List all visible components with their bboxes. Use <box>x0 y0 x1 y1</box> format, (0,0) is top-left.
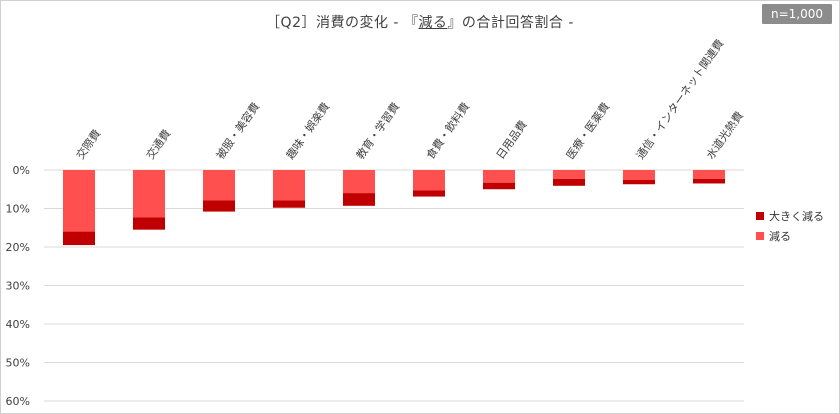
bar-segment-decrease <box>693 170 725 179</box>
sample-size-badge: n=1,000 <box>761 4 832 24</box>
y-tick-label: 40% <box>6 318 30 331</box>
chart-title: ［Q2］消費の変化 - 『減る』の合計回答割合 - <box>0 12 840 32</box>
x-category-label: 日用品費 <box>493 118 530 162</box>
bar-segment-greatly-decrease <box>203 200 235 212</box>
bar-segment-greatly-decrease <box>343 193 375 206</box>
x-category-label: 水道光熱費 <box>703 109 746 162</box>
legend-item-greatly-decrease: 大きく減る <box>756 206 824 226</box>
y-tick-label: 20% <box>6 241 30 254</box>
bar-segment-decrease <box>553 170 585 179</box>
title-highlight: 減る <box>418 15 448 31</box>
y-tick-label: 50% <box>6 357 30 370</box>
bar-segment-greatly-decrease <box>63 231 95 246</box>
legend-swatch-decrease <box>756 232 764 240</box>
chart-legend: 大きく減る 減る <box>756 206 824 246</box>
x-category-label: 趣味・娯楽費 <box>283 100 332 162</box>
bar-segment-greatly-decrease <box>273 200 305 208</box>
bar-segment-decrease <box>343 170 375 194</box>
legend-item-decrease: 減る <box>756 226 824 246</box>
y-tick-label: 10% <box>6 203 30 216</box>
bar-segment-greatly-decrease <box>693 178 725 184</box>
legend-label-decrease: 減る <box>769 230 791 243</box>
x-category-label: 教育・学習費 <box>353 100 402 162</box>
x-category-label: 被服・美容費 <box>213 100 262 162</box>
bar-segment-greatly-decrease <box>413 190 445 197</box>
y-tick-label: 60% <box>6 395 30 408</box>
bar-segment-decrease <box>133 170 165 218</box>
legend-swatch-greatly-decrease <box>756 212 764 220</box>
bar-segment-decrease <box>273 170 305 201</box>
x-category-label: 交際費 <box>73 127 103 162</box>
bar-segment-decrease <box>623 170 655 181</box>
bar-segment-decrease <box>483 170 515 183</box>
bar-segment-decrease <box>203 170 235 201</box>
x-category-label: 食費・飲料費 <box>423 100 472 162</box>
bar-segment-decrease <box>413 170 445 191</box>
y-tick-label: 30% <box>6 280 30 293</box>
legend-label-greatly-decrease: 大きく減る <box>769 210 824 223</box>
title-prefix: ［Q2］消費の変化 - 『 <box>266 15 419 31</box>
bar-segment-greatly-decrease <box>483 182 515 190</box>
bar-segment-greatly-decrease <box>133 217 165 230</box>
x-category-label: 交通費 <box>143 127 173 162</box>
title-suffix: 』の合計回答割合 - <box>447 15 574 31</box>
y-tick-label: 0% <box>13 164 30 177</box>
bar-segment-decrease <box>63 170 95 232</box>
x-category-label: 医療・医薬費 <box>563 100 612 162</box>
bar-segment-greatly-decrease <box>623 180 655 185</box>
bar-segment-greatly-decrease <box>553 178 585 186</box>
